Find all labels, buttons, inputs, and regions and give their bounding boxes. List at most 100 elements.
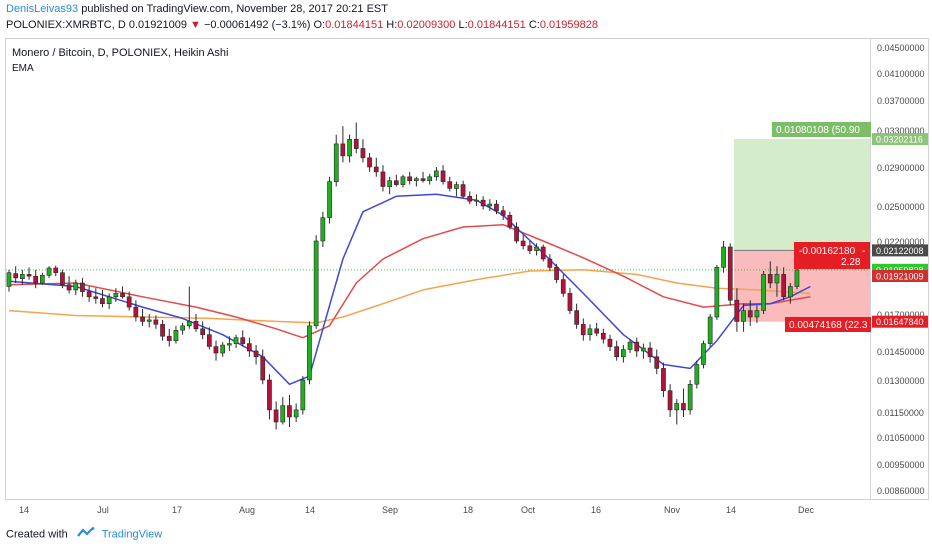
ema-legend: EMA — [12, 63, 34, 74]
author-link[interactable]: DenisLeivas93 — [6, 3, 79, 15]
y-tick-label: 0.02200000 — [877, 237, 925, 247]
candle — [694, 364, 700, 385]
candle — [126, 296, 132, 308]
candle — [353, 139, 359, 149]
x-tick-label: Sep — [382, 505, 398, 515]
risk-value-suffix: - — [862, 246, 865, 257]
x-tick-label: Jul — [97, 505, 109, 515]
y-tick-label: 0.01150000 — [877, 408, 924, 418]
target-label: 0.01080108 (50.90 — [776, 125, 860, 136]
candle — [514, 226, 519, 242]
candle — [567, 293, 573, 311]
candle — [627, 341, 633, 350]
price-scale-marker — [872, 133, 928, 146]
x-tick-label: Dec — [798, 505, 815, 515]
candle — [240, 337, 246, 344]
last-price: 0.01921009 — [128, 19, 187, 31]
candle — [400, 176, 406, 185]
candle — [39, 274, 45, 284]
close-value: 0.01959828 — [539, 19, 598, 31]
chart-frame — [5, 38, 871, 500]
candle — [280, 405, 286, 423]
candle — [587, 328, 593, 335]
candle — [367, 157, 372, 168]
candle — [166, 335, 172, 341]
down-arrow-icon: ▼ — [190, 19, 201, 31]
candle — [554, 267, 559, 280]
candle — [534, 246, 539, 251]
open-label: O: — [313, 19, 326, 31]
candle — [106, 296, 112, 304]
high-value: 0.02009300 — [397, 19, 456, 31]
candle — [133, 306, 139, 318]
candle — [173, 329, 179, 341]
candle — [233, 337, 239, 344]
candle — [387, 180, 393, 187]
candle — [373, 166, 379, 173]
y-tick-label: 0.01050000 — [877, 433, 925, 443]
tradingview-logo-icon[interactable] — [76, 527, 95, 542]
candle — [607, 338, 613, 347]
x-tick-label: 14 — [305, 505, 315, 515]
open-value: 0.01844151 — [325, 19, 384, 31]
tradingview-brand-link[interactable]: TradingView — [101, 528, 163, 541]
candle — [741, 310, 746, 322]
candle — [80, 282, 85, 292]
candle — [574, 310, 579, 325]
ohlc-header: POLONIEX:XMRBTC, D 0.01921009 ▼ −0.00061… — [6, 19, 598, 31]
candle — [340, 143, 346, 157]
candle — [467, 196, 473, 202]
candle — [180, 325, 186, 331]
candle — [46, 267, 52, 276]
y-tick-label: 0.02900000 — [877, 163, 925, 173]
candle — [186, 321, 192, 327]
candle — [420, 178, 426, 181]
candle — [207, 334, 212, 347]
publish-header: DenisLeivas93 published on TradingView.c… — [6, 3, 388, 15]
candle — [13, 273, 19, 279]
candle — [714, 267, 720, 318]
stop-label-box — [794, 242, 870, 269]
candle — [86, 291, 92, 298]
target-label-box — [772, 122, 871, 137]
candle — [774, 274, 780, 284]
candle — [614, 346, 619, 358]
candle — [600, 332, 606, 340]
candle — [787, 286, 793, 298]
candle — [213, 346, 219, 354]
candle — [6, 272, 12, 287]
y-tick-label: 0.00860000 — [877, 486, 925, 496]
x-tick-label: Nov — [664, 505, 681, 515]
candle — [53, 267, 59, 273]
candle — [247, 343, 252, 352]
x-tick-label: 17 — [172, 505, 182, 515]
chart-title: Monero / Bitcoin, D, POLONIEX, Heikin As… — [12, 47, 229, 59]
candle — [307, 325, 312, 381]
candle — [66, 284, 72, 291]
y-tick-label: 0.02500000 — [877, 202, 925, 212]
x-tick-label: 14 — [19, 505, 29, 515]
candle — [293, 409, 299, 418]
candle — [687, 383, 693, 411]
price-scale-label: 0.02122008 — [876, 246, 924, 256]
candle — [634, 341, 640, 352]
candle — [507, 215, 513, 228]
candle — [93, 296, 99, 299]
y-tick-label: 0.00950000 — [877, 460, 925, 470]
ema-slow-line — [8, 269, 811, 324]
stop-loss-label: 0.00474168 (22.3 — [789, 320, 868, 331]
candle — [721, 246, 726, 268]
candle — [267, 379, 272, 411]
candle — [447, 181, 453, 189]
candle — [440, 170, 446, 182]
y-tick-label: 0.04500000 — [877, 43, 925, 53]
x-tick-label: 16 — [591, 505, 601, 515]
candle — [594, 328, 599, 334]
candle — [19, 274, 25, 279]
candle — [487, 203, 493, 207]
candle — [120, 293, 125, 298]
y-tick-label: 0.01700000 — [877, 310, 925, 320]
candle — [73, 282, 79, 291]
candle — [667, 390, 673, 411]
